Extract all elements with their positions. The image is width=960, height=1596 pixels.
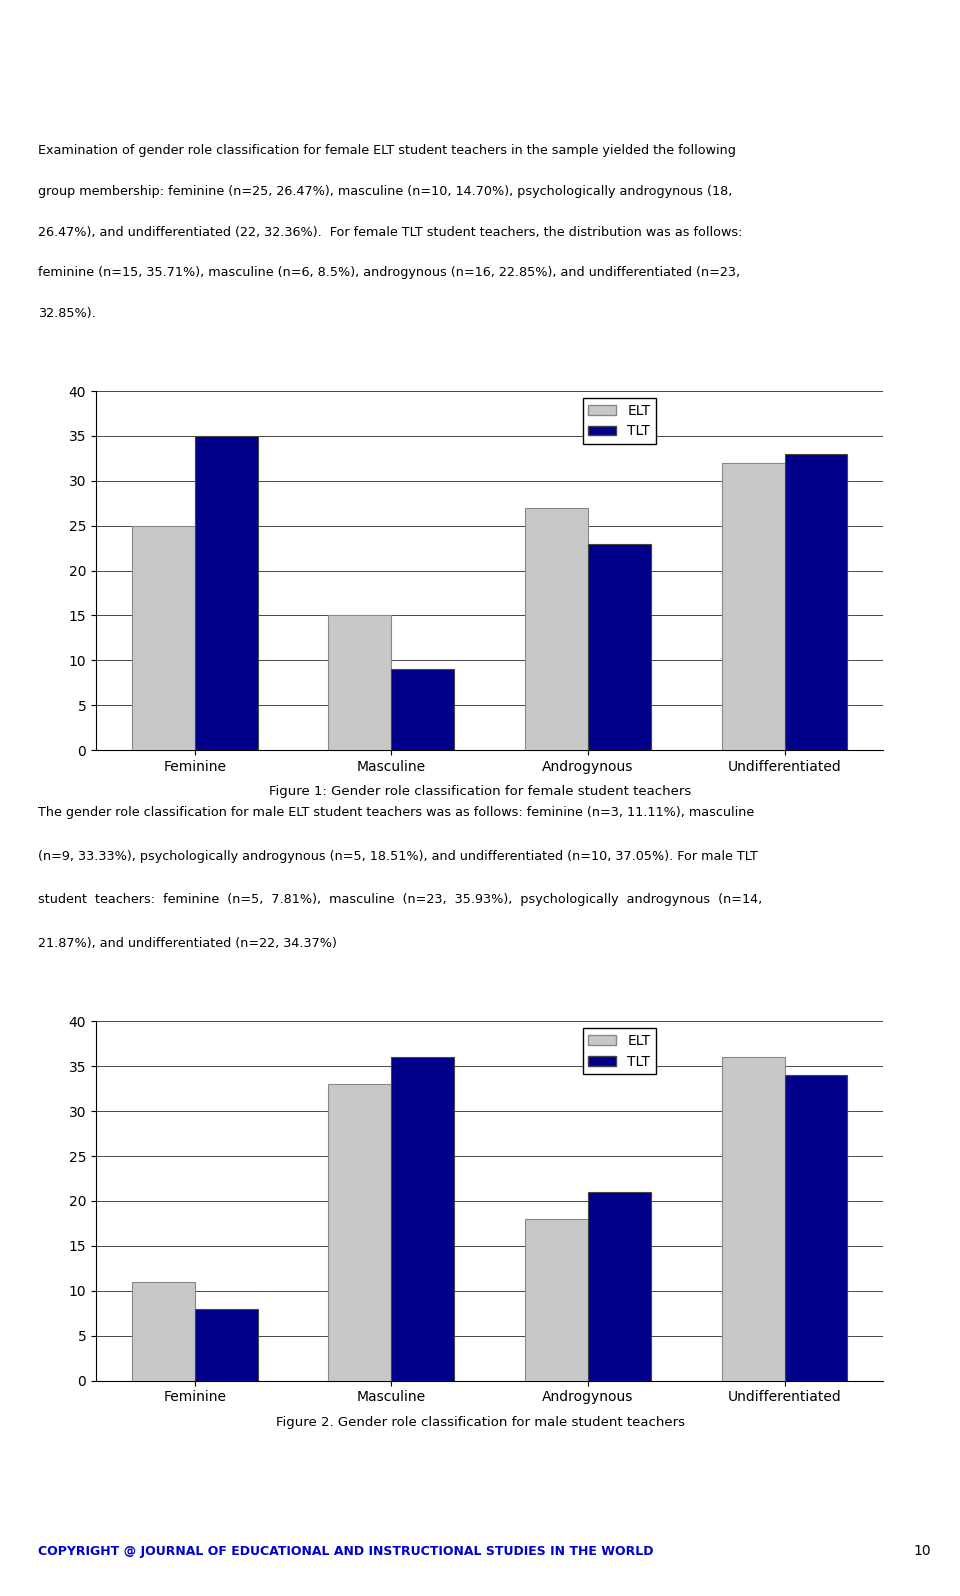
Text: group membership: feminine (n=25, 26.47%), masculine (n=10, 14.70%), psychologic: group membership: feminine (n=25, 26.47%…: [38, 185, 732, 198]
Text: 26.47%), and undifferentiated (22, 32.36%).  For female TLT student teachers, th: 26.47%), and undifferentiated (22, 32.36…: [38, 225, 743, 238]
Text: JOURNAL OF EDUCATIONAL AND INSTRUCTIONAL STUDIES: JOURNAL OF EDUCATIONAL AND INSTRUCTIONAL…: [209, 16, 751, 34]
Bar: [722, 1058, 784, 1381]
Text: 32.85%).: 32.85%).: [38, 308, 96, 321]
Bar: [525, 1219, 588, 1381]
Bar: [392, 669, 454, 750]
Text: 21.87%), and undifferentiated (n=22, 34.37%): 21.87%), and undifferentiated (n=22, 34.…: [38, 937, 337, 950]
Text: COPYRIGHT @ JOURNAL OF EDUCATIONAL AND INSTRUCTIONAL STUDIES IN THE WORLD: COPYRIGHT @ JOURNAL OF EDUCATIONAL AND I…: [38, 1545, 654, 1558]
Text: IN THE WORLD: IN THE WORLD: [411, 46, 549, 64]
Bar: [525, 508, 588, 750]
Text: February 2012,  Volume: 2  Issue: 1  Article: 02  ISSN: 2146-7463: February 2012, Volume: 2 Issue: 1 Articl…: [212, 88, 748, 102]
Bar: [195, 1309, 257, 1381]
Bar: [784, 1076, 848, 1381]
Bar: [722, 463, 784, 750]
Text: The gender role classification for male ELT student teachers was as follows: fem: The gender role classification for male …: [38, 806, 755, 819]
Bar: [328, 616, 392, 750]
Bar: [328, 1084, 392, 1381]
Bar: [392, 1058, 454, 1381]
Text: Examination of gender role classification for female ELT student teachers in the: Examination of gender role classificatio…: [38, 144, 736, 156]
Bar: [132, 1282, 195, 1381]
Text: student  teachers:  feminine  (n=5,  7.81%),  masculine  (n=23,  35.93%),  psych: student teachers: feminine (n=5, 7.81%),…: [38, 894, 762, 907]
Text: feminine (n=15, 35.71%), masculine (n=6, 8.5%), androgynous (n=16, 22.85%), and : feminine (n=15, 35.71%), masculine (n=6,…: [38, 267, 740, 279]
Text: (n=9, 33.33%), psychologically androgynous (n=5, 18.51%), and undifferentiated (: (n=9, 33.33%), psychologically androgyno…: [38, 849, 758, 862]
Text: 10: 10: [914, 1545, 931, 1558]
Bar: [588, 1192, 651, 1381]
Bar: [195, 436, 257, 750]
Bar: [588, 544, 651, 750]
Legend: ELT, TLT: ELT, TLT: [583, 397, 656, 444]
Text: Figure 2. Gender role classification for male student teachers: Figure 2. Gender role classification for…: [276, 1416, 684, 1428]
Text: Figure 1: Gender role classification for female student teachers: Figure 1: Gender role classification for…: [269, 785, 691, 798]
Bar: [784, 453, 848, 750]
Legend: ELT, TLT: ELT, TLT: [583, 1028, 656, 1074]
Bar: [132, 525, 195, 750]
